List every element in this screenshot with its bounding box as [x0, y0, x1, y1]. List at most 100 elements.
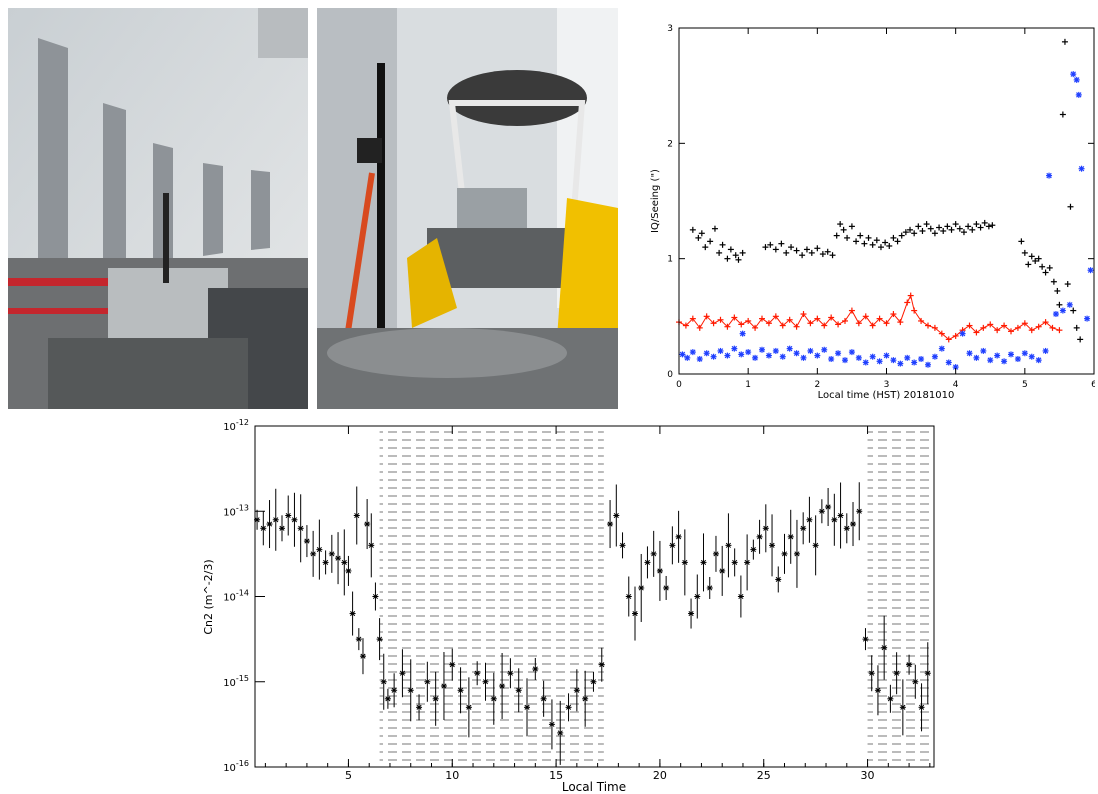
shaded-interval — [379, 426, 604, 767]
data-point — [752, 354, 759, 361]
x-tick-label: 30 — [861, 769, 875, 782]
data-point — [994, 352, 1001, 359]
data-point — [278, 515, 285, 542]
data-point — [762, 244, 769, 251]
data-point — [613, 484, 620, 547]
data-point — [966, 322, 973, 329]
data-point — [808, 249, 815, 256]
data-point — [800, 354, 807, 361]
data-point — [1028, 327, 1035, 334]
axis-ticks: 0 1 2 3 4 5 6 0 1 2 3 — [667, 24, 1095, 390]
data-point — [474, 661, 481, 686]
data-point — [712, 535, 719, 572]
data-point — [960, 229, 967, 236]
data-point — [923, 221, 930, 228]
data-point — [416, 694, 423, 721]
data-point — [349, 591, 356, 636]
data-point — [644, 546, 651, 579]
y-tick-label: 10-14 — [223, 589, 249, 604]
data-point — [873, 237, 880, 244]
data-point — [907, 226, 914, 233]
data-point — [959, 330, 966, 337]
data-point — [862, 359, 869, 366]
data-point — [831, 493, 838, 546]
data-point — [931, 353, 938, 360]
data-point — [759, 346, 765, 353]
data-point — [710, 320, 717, 327]
data-point — [582, 670, 589, 727]
data-point — [688, 598, 695, 629]
data-point — [1070, 71, 1077, 78]
iq-seeing-marks — [676, 38, 1094, 371]
data-point — [663, 575, 670, 600]
data-point — [368, 513, 375, 578]
data-point — [807, 320, 814, 327]
data-point — [887, 684, 894, 713]
data-point — [793, 350, 800, 357]
data-point — [994, 327, 1001, 334]
data-point — [707, 238, 714, 245]
data-point — [840, 226, 847, 233]
data-point — [893, 652, 900, 695]
data-point — [807, 347, 814, 354]
data-point — [689, 226, 696, 233]
data-point — [675, 510, 682, 563]
data-point — [883, 320, 890, 327]
data-point — [698, 230, 705, 237]
data-point — [689, 315, 696, 322]
x-tick-label: 1 — [745, 380, 751, 390]
data-point — [853, 238, 860, 245]
data-point — [490, 672, 497, 725]
data-point — [767, 241, 774, 248]
data-point — [625, 576, 632, 617]
data-point — [759, 315, 765, 322]
data-point — [918, 356, 925, 363]
data-point — [1059, 111, 1066, 118]
data-point — [918, 317, 925, 324]
data-point — [316, 519, 323, 580]
data-point — [694, 574, 701, 619]
data-point — [918, 683, 925, 732]
data-point — [532, 657, 539, 680]
data-point — [1028, 253, 1035, 260]
data-point — [956, 225, 963, 232]
data-point — [732, 252, 739, 259]
data-point — [272, 488, 279, 551]
data-point — [717, 316, 724, 323]
data-point — [679, 351, 686, 358]
data-point — [689, 349, 696, 356]
data-point — [806, 496, 813, 543]
data-point — [778, 240, 785, 247]
data-point — [440, 652, 447, 721]
data-point — [924, 642, 931, 705]
data-point — [738, 351, 745, 358]
data-point — [876, 358, 883, 365]
data-point — [1025, 261, 1032, 268]
data-point — [1073, 324, 1080, 331]
data-point — [1078, 165, 1085, 172]
data-point — [787, 509, 794, 564]
data-point — [696, 356, 703, 363]
y-tick-label: 10-16 — [223, 759, 249, 774]
x-tick-label: 15 — [549, 769, 563, 782]
data-point — [1087, 267, 1094, 274]
data-point — [1056, 327, 1063, 334]
data-point — [457, 667, 464, 714]
data-point — [890, 234, 897, 241]
data-point — [724, 323, 731, 330]
data-point — [966, 350, 973, 357]
data-point — [940, 227, 947, 234]
data-point — [868, 655, 875, 692]
data-point — [557, 700, 564, 765]
data-point — [1049, 324, 1056, 331]
data-point — [717, 347, 724, 354]
data-point — [731, 314, 738, 321]
data-point — [752, 324, 759, 331]
y-tick-label: 3 — [667, 24, 673, 34]
y-axis-label: IQ/Seeing (") — [650, 169, 661, 233]
data-point — [857, 232, 864, 239]
data-point — [799, 252, 806, 259]
data-point — [927, 225, 934, 232]
data-point — [793, 247, 800, 254]
x-tick-label: 20 — [653, 769, 667, 782]
